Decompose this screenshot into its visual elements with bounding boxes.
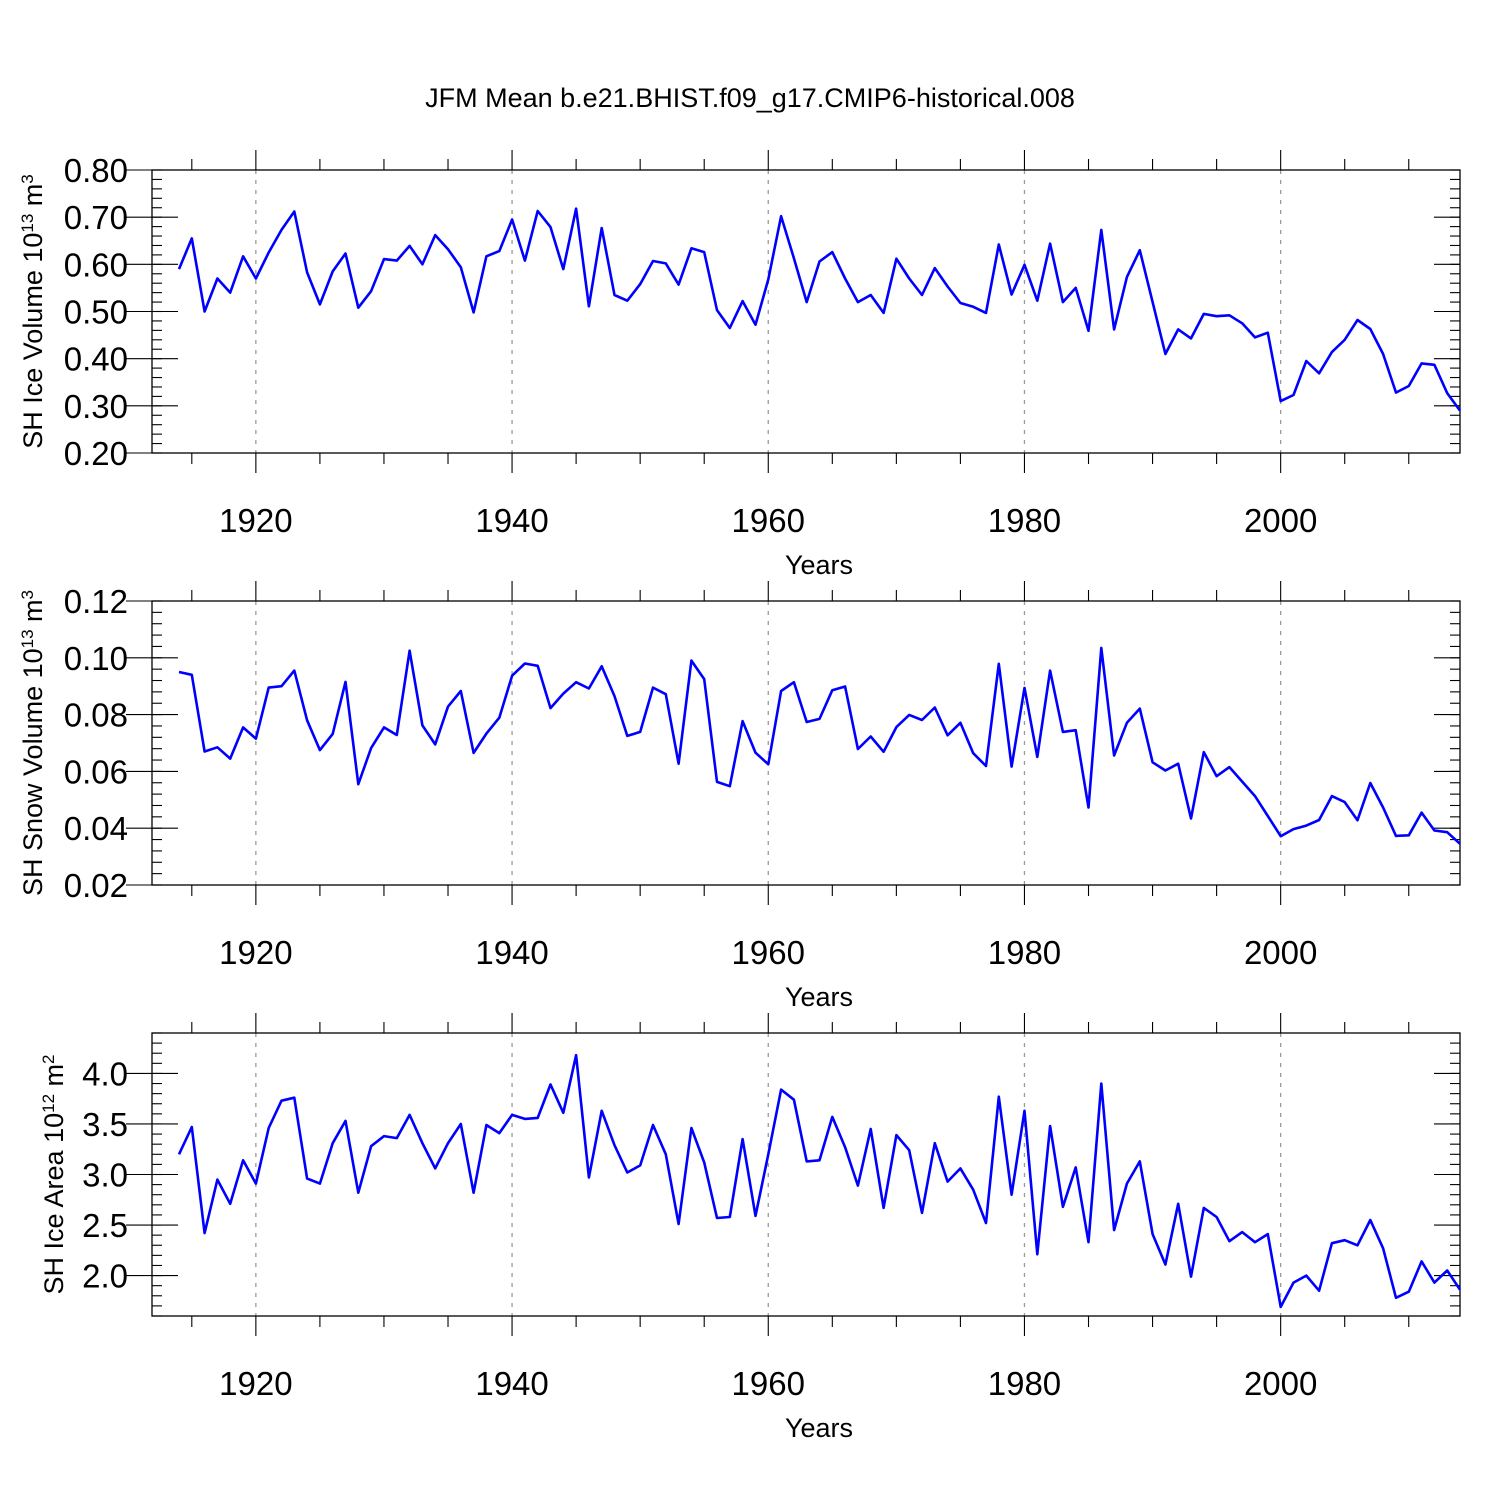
x-tick-label: 1960 [732, 934, 805, 971]
y-tick-label: 3.0 [82, 1157, 128, 1194]
y-axis-label-superscript: 13 [18, 214, 37, 233]
chart-panel-1: 0.20 0.30 0.40 0.50 0.60 0.70 0.80 1920 1940 1960… [18, 150, 1462, 580]
y-tick-label: 0.02 [64, 867, 128, 904]
chart-panels: 0.20 0.30 0.40 0.50 0.60 0.70 0.80 1920 1940 1960… [18, 150, 1462, 1443]
y-tick-label: 0.30 [64, 388, 128, 425]
y-axis-label-superscript: 2 [39, 1055, 58, 1064]
y-tick-label: 2.5 [82, 1207, 128, 1244]
x-tick-label: 1920 [219, 502, 292, 539]
plot-frame [151, 1032, 1461, 1317]
x-tick-label: 1980 [988, 934, 1061, 971]
x-tick-label: 1920 [219, 1365, 292, 1402]
y-tick-label: 2.0 [82, 1258, 128, 1295]
y-tick-label: 0.08 [64, 697, 128, 734]
x-tick-label: 1960 [732, 502, 805, 539]
y-tick-label: 0.80 [64, 152, 128, 189]
y-axis-label-superscript: 12 [39, 1094, 58, 1113]
y-tick-label: 0.06 [64, 753, 128, 790]
chart-panel-2: 0.02 0.04 0.06 0.08 0.10 0.12 1920 1940 1960 1980… [18, 581, 1461, 1012]
plot-frame [151, 600, 1461, 886]
y-axis-label-part: m [39, 1064, 69, 1094]
y-tick-label: 3.5 [82, 1106, 128, 1143]
y-axis-label-part: m [18, 184, 48, 214]
y-axis-label: SH Snow Volume 1013 m3 [18, 590, 48, 896]
chart-panel-3: 2.0 2.5 3.0 3.5 4.0 1920 1940 1960 1980 2000 Years… [39, 1013, 1462, 1443]
y-axis-label: SH Ice Volume 1013 m3 [18, 174, 48, 449]
y-axis-label-part: SH Ice Area 10 [39, 1113, 69, 1295]
y-axis-label-superscript: 3 [18, 590, 37, 599]
plot-frame [151, 169, 1461, 454]
y-tick-label: 0.50 [64, 294, 128, 331]
y-axis-label-part: SH Ice Volume 10 [18, 233, 48, 449]
x-tick-label: 1940 [475, 1365, 548, 1402]
y-axis-label: SH Ice Area 1012 m2 [39, 1055, 69, 1295]
x-tick-label: 1980 [988, 502, 1061, 539]
series-line [177, 207, 1462, 412]
x-tick-label: 1960 [732, 1365, 805, 1402]
y-tick-label: 0.60 [64, 246, 128, 283]
y-axis-label-part: SH Snow Volume 10 [18, 648, 48, 896]
y-tick-label: 0.04 [64, 810, 128, 847]
x-tick-label: 2000 [1244, 502, 1317, 539]
y-axis-label-part: m [18, 599, 48, 629]
x-tick-label: 1940 [475, 502, 548, 539]
y-tick-label: 0.12 [64, 583, 128, 620]
x-tick-label: 1920 [219, 934, 292, 971]
y-tick-label: 0.10 [64, 640, 128, 677]
series-line [178, 646, 1461, 845]
y-tick-label: 0.70 [64, 199, 128, 236]
x-axis-label: Years [785, 1413, 853, 1443]
y-axis-label-superscript: 3 [18, 174, 37, 183]
x-axis-label: Years [785, 982, 853, 1012]
x-tick-label: 1940 [475, 934, 548, 971]
x-axis-label: Years [785, 550, 853, 580]
x-tick-label: 2000 [1244, 1365, 1317, 1402]
y-tick-label: 0.40 [64, 341, 128, 378]
x-tick-label: 2000 [1244, 934, 1317, 971]
x-tick-label: 1980 [988, 1365, 1061, 1402]
y-tick-label: 4.0 [82, 1055, 128, 1092]
figure-title: JFM Mean b.e21.BHIST.f09_g17.CMIP6-histo… [425, 83, 1075, 113]
y-tick-label: 0.20 [64, 435, 128, 472]
series-line [177, 1053, 1462, 1309]
y-axis-label-superscript: 13 [18, 629, 37, 648]
